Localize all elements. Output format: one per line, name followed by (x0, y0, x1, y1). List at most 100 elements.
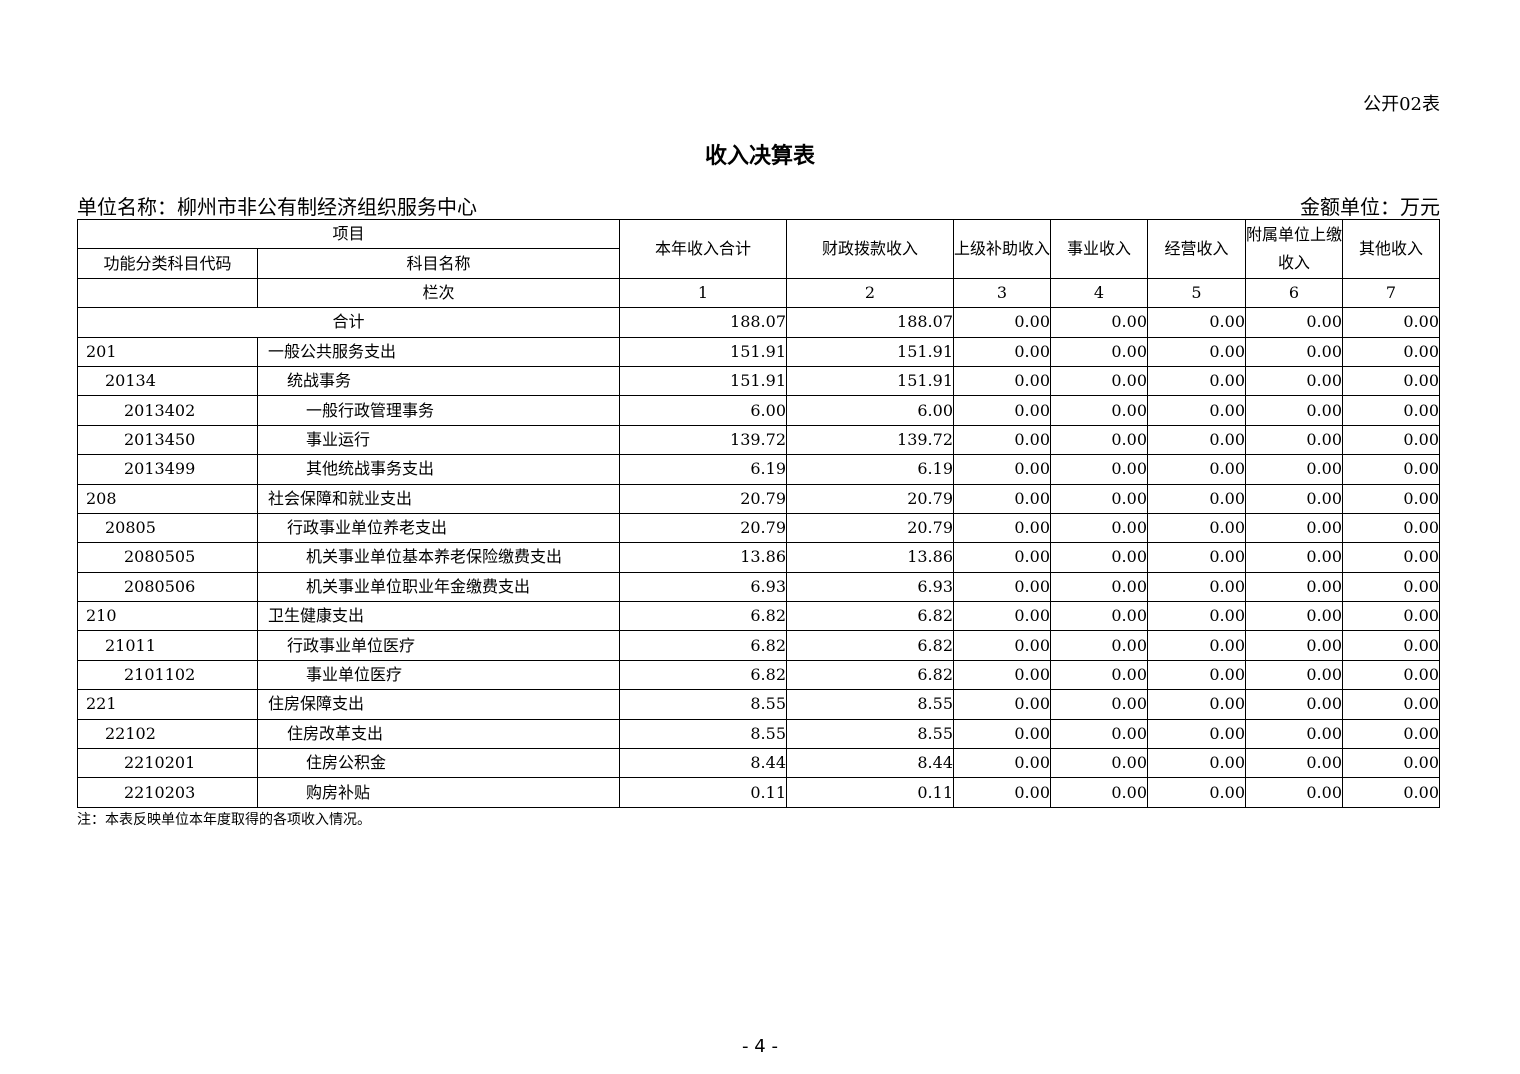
row-code: 208 (77, 483, 258, 514)
table-row: 2080505 机关事业单位基本养老保险缴费支出 13.86 13.86 0.00 0.0… (77, 542, 1440, 573)
row-value: 0.00 (1147, 718, 1246, 750)
row-value: 151.91 (619, 336, 787, 367)
row-value: 0.00 (1245, 365, 1343, 397)
row-value: 0.00 (1050, 454, 1148, 485)
row-value: 8.44 (619, 748, 787, 779)
row-value: 8.55 (786, 689, 954, 720)
table-row: 22102 住房改革支出 8.55 8.55 0.00 0.00 0.00 0.00 0.00 (77, 718, 1440, 750)
row-name: 机关事业单位基本养老保险缴费支出 (257, 542, 620, 573)
row-value: 0.00 (953, 424, 1051, 456)
row-name: 购房补贴 (257, 777, 620, 808)
row-value: 6.19 (786, 454, 954, 485)
row-value: 0.00 (1147, 542, 1246, 573)
row-value: 13.86 (619, 542, 787, 573)
total-value: 188.07 (619, 307, 787, 338)
row-code: 2013402 (77, 395, 258, 426)
header-item: 项目 (77, 218, 620, 250)
row-value: 0.00 (1342, 777, 1440, 808)
header-row: 功能分类科目代码 科目名称 (77, 248, 1440, 279)
row-value: 0.00 (1245, 571, 1343, 603)
header-col-1: 本年收入合计 (619, 219, 787, 279)
row-value: 6.82 (786, 659, 954, 691)
row-value: 20.79 (619, 483, 787, 514)
header-col-4: 事业收入 (1050, 219, 1148, 279)
table-note: 注：本表反映单位本年度取得的各项收入情况。 (77, 812, 371, 828)
total-value: 0.00 (1245, 307, 1343, 338)
row-value: 139.72 (786, 424, 954, 456)
row-value: 0.00 (1050, 630, 1148, 661)
row-value: 0.00 (1245, 748, 1343, 779)
row-value: 0.00 (1342, 630, 1440, 661)
row-value: 0.00 (1147, 748, 1246, 779)
row-value: 0.00 (1342, 336, 1440, 367)
row-value: 0.00 (1147, 571, 1246, 603)
table-row: 2013402 一般行政管理事务 6.00 6.00 0.00 0.00 0.00 0.00 0… (77, 395, 1440, 426)
row-value: 20.79 (619, 512, 787, 544)
row-value: 0.00 (1050, 424, 1148, 456)
row-value: 8.55 (619, 689, 787, 720)
row-value: 0.00 (1050, 748, 1148, 779)
total-value: 0.00 (1342, 307, 1440, 338)
row-value: 6.82 (619, 630, 787, 661)
page-number: - 4 - (742, 1036, 778, 1057)
row-name: 行政事业单位医疗 (257, 630, 620, 661)
row-value: 151.91 (786, 336, 954, 367)
row-value: 6.00 (786, 395, 954, 426)
row-name: 统战事务 (257, 365, 620, 397)
row-value: 6.82 (619, 601, 787, 632)
column-number: 7 (1342, 277, 1440, 309)
row-value: 0.00 (1050, 395, 1148, 426)
row-value: 0.00 (953, 748, 1051, 779)
table-row: 221 住房保障支出 8.55 8.55 0.00 0.00 0.00 0.00 0.00 (77, 689, 1440, 720)
row-name: 住房保障支出 (257, 689, 620, 720)
table-row: 2013499 其他统战事务支出 6.19 6.19 0.00 0.00 0.00 0.00 0… (77, 454, 1440, 485)
header-col-3: 上级补助收入 (953, 219, 1051, 279)
row-value: 6.19 (619, 454, 787, 485)
row-value: 20.79 (786, 512, 954, 544)
row-value: 0.00 (1245, 542, 1343, 573)
row-value: 0.00 (1342, 689, 1440, 720)
header-name: 科目名称 (257, 248, 620, 279)
row-value: 6.00 (619, 395, 787, 426)
row-value: 151.91 (619, 365, 787, 397)
row-name: 事业单位医疗 (257, 659, 620, 691)
row-name: 社会保障和就业支出 (257, 483, 620, 514)
table-row: 20134 统战事务 151.91 151.91 0.00 0.00 0.00 0.00 0.0… (77, 365, 1440, 397)
row-value: 0.00 (1342, 424, 1440, 456)
row-code: 20805 (77, 512, 258, 544)
row-name: 一般公共服务支出 (257, 336, 620, 367)
row-value: 0.00 (1050, 542, 1148, 573)
row-value: 0.00 (953, 395, 1051, 426)
total-value: 0.00 (1050, 307, 1148, 338)
amount-unit: 金额单位：万元 (1300, 195, 1440, 219)
form-number: 公开02表 (1363, 94, 1440, 115)
column-index-row: 栏次 1 2 3 4 5 6 7 (77, 277, 1440, 309)
row-value: 0.00 (1050, 512, 1148, 544)
header-code: 功能分类科目代码 (77, 248, 258, 279)
column-number: 6 (1245, 277, 1343, 309)
row-value: 0.00 (1342, 659, 1440, 691)
total-row: 合计 188.07 188.07 0.00 0.00 0.00 0.00 0.00 (77, 307, 1440, 338)
row-value: 0.00 (1147, 365, 1246, 397)
row-value: 0.00 (1245, 512, 1343, 544)
row-code: 20134 (77, 365, 258, 397)
row-value: 13.86 (786, 542, 954, 573)
table-row: 2101102 事业单位医疗 6.82 6.82 0.00 0.00 0.00 0.00 0.0… (77, 659, 1440, 691)
row-value: 20.79 (786, 483, 954, 514)
row-value: 0.00 (1147, 689, 1246, 720)
row-value: 8.55 (619, 718, 787, 750)
row-code: 2013450 (77, 424, 258, 456)
total-label: 合计 (77, 307, 620, 338)
row-code: 2013499 (77, 454, 258, 485)
row-value: 6.82 (786, 601, 954, 632)
column-number: 5 (1147, 277, 1246, 309)
table-row: 2210201 住房公积金 8.44 8.44 0.00 0.00 0.00 0.00 0.00 (77, 748, 1440, 779)
row-value: 0.00 (1342, 483, 1440, 514)
row-value: 0.00 (1342, 542, 1440, 573)
row-name: 一般行政管理事务 (257, 395, 620, 426)
table-row: 2080506 机关事业单位职业年金缴费支出 6.93 6.93 0.00 0.00 0.0… (77, 571, 1440, 603)
row-value: 6.82 (786, 630, 954, 661)
page-title: 收入决算表 (704, 143, 815, 169)
row-value: 0.00 (1050, 659, 1148, 691)
table-row: 208 社会保障和就业支出 20.79 20.79 0.00 0.00 0.00 0.00 0.… (77, 483, 1440, 514)
